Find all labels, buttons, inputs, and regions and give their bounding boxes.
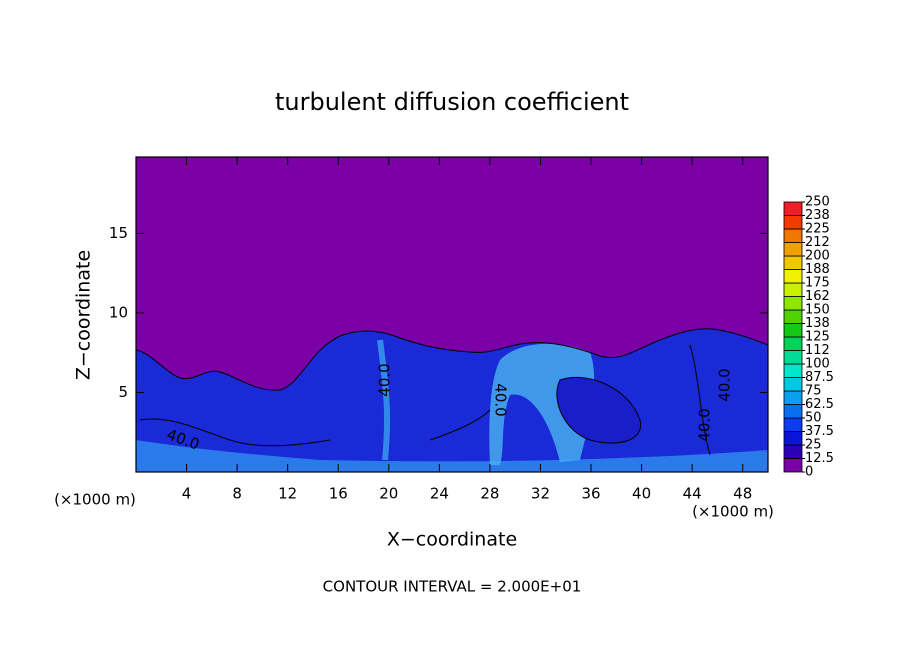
- x-tick-label: 8: [232, 485, 242, 503]
- x-tick-label: 12: [278, 485, 297, 503]
- x-unit-label: (×1000 m): [54, 491, 136, 509]
- colorbar-label: 37.5: [805, 424, 834, 439]
- colorbar-label: 212: [805, 235, 830, 250]
- colorbar-swatch: [783, 404, 803, 419]
- colorbar-swatch: [783, 323, 803, 338]
- colorbar-label: 225: [805, 222, 830, 237]
- colorbar-label: 0: [805, 465, 813, 480]
- colorbar-swatch: [783, 242, 803, 257]
- colorbar-swatch: [783, 296, 803, 311]
- colorbar-label: 112: [805, 343, 830, 358]
- colorbar-swatch: [783, 431, 803, 446]
- colorbar-label: 150: [805, 303, 830, 318]
- x-unit-label: (×1000 m): [692, 503, 774, 521]
- colorbar-swatch: [783, 255, 803, 270]
- colorbar-label: 125: [805, 330, 830, 345]
- colorbar-swatch: [783, 377, 803, 392]
- contour-label: 40.0: [716, 368, 734, 401]
- footnote: CONTOUR INTERVAL = 2.000E+01: [323, 578, 582, 596]
- colorbar-label: 62.5: [805, 397, 834, 412]
- colorbar-swatch: [783, 309, 803, 324]
- colorbar-label: 87.5: [805, 370, 834, 385]
- colorbar-label: 50: [805, 411, 822, 426]
- field-region: [377, 339, 391, 461]
- colorbar-label: 12.5: [805, 451, 834, 466]
- colorbar-swatch: [783, 336, 803, 351]
- y-axis-label: Z−coordinate: [73, 250, 95, 380]
- x-tick-label: 40: [632, 485, 651, 503]
- colorbar-swatch: [783, 282, 803, 297]
- colorbar-swatch: [783, 201, 803, 216]
- contour-label: 40.0: [492, 383, 510, 416]
- x-tick-label: 4: [182, 485, 192, 503]
- x-tick-label: 44: [683, 485, 702, 503]
- field-region: [556, 376, 642, 444]
- colorbar-swatch: [783, 444, 803, 459]
- field-region: [136, 440, 768, 472]
- x-tick-label: 32: [531, 485, 550, 503]
- colorbar-swatch: [783, 215, 803, 230]
- x-tick-label: 36: [581, 485, 600, 503]
- colorbar-label: 175: [805, 276, 830, 291]
- x-tick-label: 28: [480, 485, 499, 503]
- colorbar-swatch: [783, 269, 803, 284]
- contour-line: [139, 344, 711, 456]
- x-tick-label: 16: [329, 485, 348, 503]
- colorbar-swatch: [783, 350, 803, 365]
- colorbar-label: 138: [805, 316, 830, 331]
- chart-title: turbulent diffusion coefficient: [275, 88, 629, 116]
- field-region: [489, 343, 595, 465]
- colorbar-label: 250: [805, 195, 830, 210]
- colorbar-label: 238: [805, 208, 830, 223]
- field: [135, 157, 769, 472]
- colorbar-label: 200: [805, 249, 830, 264]
- contour-label: 40.0: [376, 363, 394, 396]
- plot-frame: [135, 156, 769, 473]
- colorbar-swatch: [783, 363, 803, 378]
- y-tick-label: 10: [109, 303, 128, 321]
- colorbar-label: 100: [805, 357, 830, 372]
- colorbar-swatch: [783, 228, 803, 243]
- contour-label: 40.0: [696, 408, 714, 441]
- y-tick-label: 5: [118, 383, 128, 401]
- colorbar-label: 162: [805, 289, 830, 304]
- contour-line: [135, 328, 769, 391]
- y-tick-label: 15: [109, 224, 128, 242]
- colorbar-label: 75: [805, 384, 822, 399]
- x-tick-label: 20: [379, 485, 398, 503]
- x-tick-label: 48: [733, 485, 752, 503]
- colorbar-swatch: [783, 417, 803, 432]
- colorbar-swatch: [783, 390, 803, 405]
- colorbar-label: 25: [805, 438, 822, 453]
- colorbar-swatch: [783, 458, 803, 473]
- x-tick-label: 24: [430, 485, 449, 503]
- colorbar-label: 188: [805, 262, 830, 277]
- x-axis-label: X−coordinate: [387, 529, 517, 551]
